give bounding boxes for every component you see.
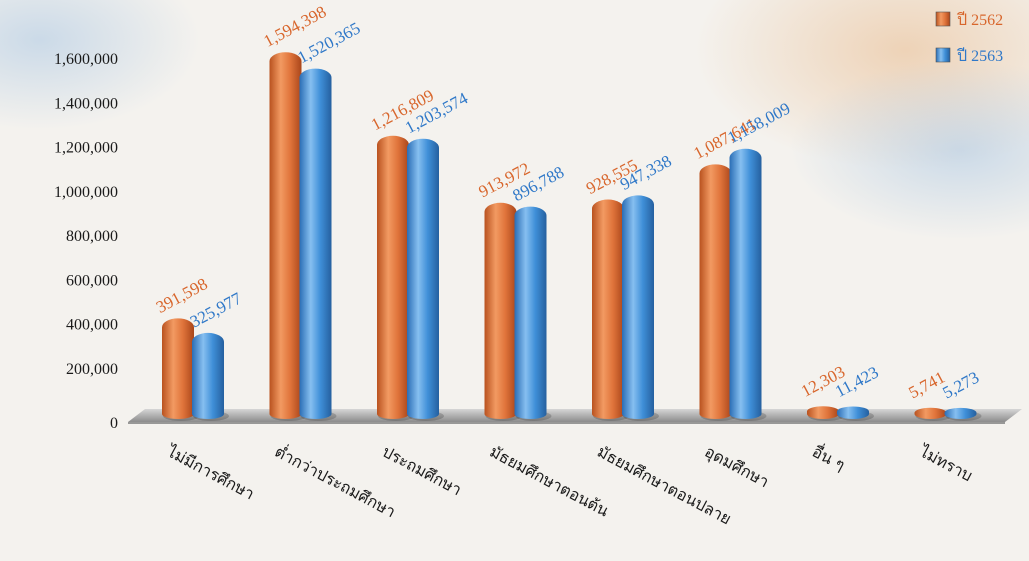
y-tick-label: 1,400,000 — [54, 95, 118, 112]
bar — [622, 195, 659, 421]
y-tick-label: 600,000 — [66, 272, 118, 289]
plot-floor — [128, 409, 1022, 422]
y-tick-label: 400,000 — [66, 317, 118, 334]
bar — [944, 407, 982, 421]
y-tick-label: 1,000,000 — [54, 184, 118, 201]
x-axis: ไม่มีการศึกษา ต่ำกว่าประถมศึกษาประถมศึกษา… — [162, 440, 975, 528]
bar — [729, 148, 767, 421]
bar — [162, 318, 199, 421]
x-tick-label: มัธยมศึกษาตอนต้น — [487, 442, 612, 521]
x-tick-label: ไม่ทราบ — [915, 441, 976, 485]
y-axis: 0 200,000 400,000 600,000 800,000 1,000,000 1,… — [54, 51, 118, 432]
legend: ปี 2562 ปี 2563 — [935, 11, 1004, 65]
bars — [162, 52, 982, 421]
bar — [837, 406, 874, 421]
legend-label: ปี 2563 — [957, 47, 1004, 65]
legend-item: ปี 2563 — [935, 47, 1004, 65]
x-tick-label: ไม่มีการศึกษา — [162, 441, 257, 504]
y-tick-label: 1,200,000 — [54, 140, 118, 157]
bar — [269, 52, 307, 421]
y-tick-label: 200,000 — [66, 361, 118, 378]
legend-item: ปี 2562 — [935, 11, 1004, 29]
x-tick-label: ต่ำกว่าประถมศึกษา — [272, 440, 400, 521]
data-label: 5,273 — [939, 368, 982, 403]
bar — [377, 135, 414, 421]
legend-label: ปี 2562 — [957, 11, 1004, 29]
y-tick-label: 0 — [110, 415, 118, 432]
bar — [484, 202, 522, 421]
legend-swatch — [935, 47, 951, 63]
bar — [914, 407, 952, 421]
x-tick-label: ประถมศึกษา — [379, 442, 465, 500]
bar — [299, 68, 337, 421]
background-decoration — [0, 0, 1029, 240]
x-tick-label: อื่น ๆ — [809, 440, 849, 475]
bar — [699, 164, 737, 421]
y-tick-label: 1,600,000 — [54, 51, 118, 68]
bar — [192, 332, 229, 421]
bar — [592, 199, 629, 421]
bar — [514, 206, 552, 421]
bar — [407, 138, 444, 421]
bar — [807, 406, 844, 421]
legend-swatch — [935, 11, 951, 27]
y-tick-label: 800,000 — [66, 228, 118, 245]
x-tick-label: อุดมศึกษา — [701, 442, 772, 492]
